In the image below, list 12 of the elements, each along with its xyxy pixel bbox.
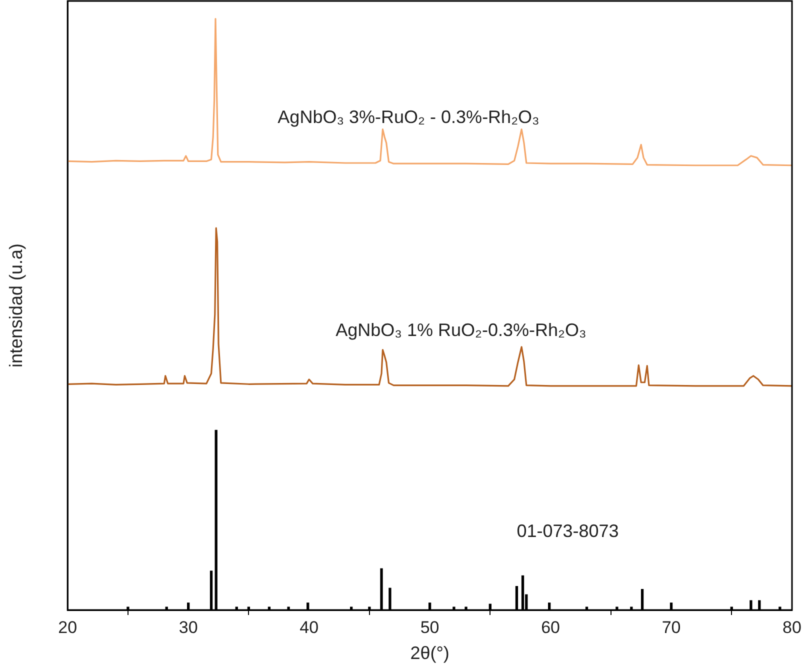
text: AgNbO₃ 1% RuO₂-0.3%-Rh₂O₃ bbox=[336, 320, 586, 340]
x-tick-label: 40 bbox=[300, 618, 319, 637]
series-label: 01-073-8073 bbox=[516, 520, 619, 541]
x-tick-label: 50 bbox=[420, 618, 440, 637]
x-tick-label: 80 bbox=[782, 618, 802, 637]
series-label: AgNbO₃ 3%-RuO₂ - 0.3%-Rh₂O₃ bbox=[278, 106, 540, 127]
x-tick-label: 60 bbox=[541, 618, 560, 637]
x-axis-title: 2θ(°) bbox=[410, 643, 450, 664]
x-tick-label: 30 bbox=[178, 618, 198, 637]
y-axis-title: intensidad (u.a) bbox=[6, 243, 26, 368]
x-tick-label: 70 bbox=[662, 618, 681, 637]
x-tick-label: 20 bbox=[58, 618, 78, 637]
